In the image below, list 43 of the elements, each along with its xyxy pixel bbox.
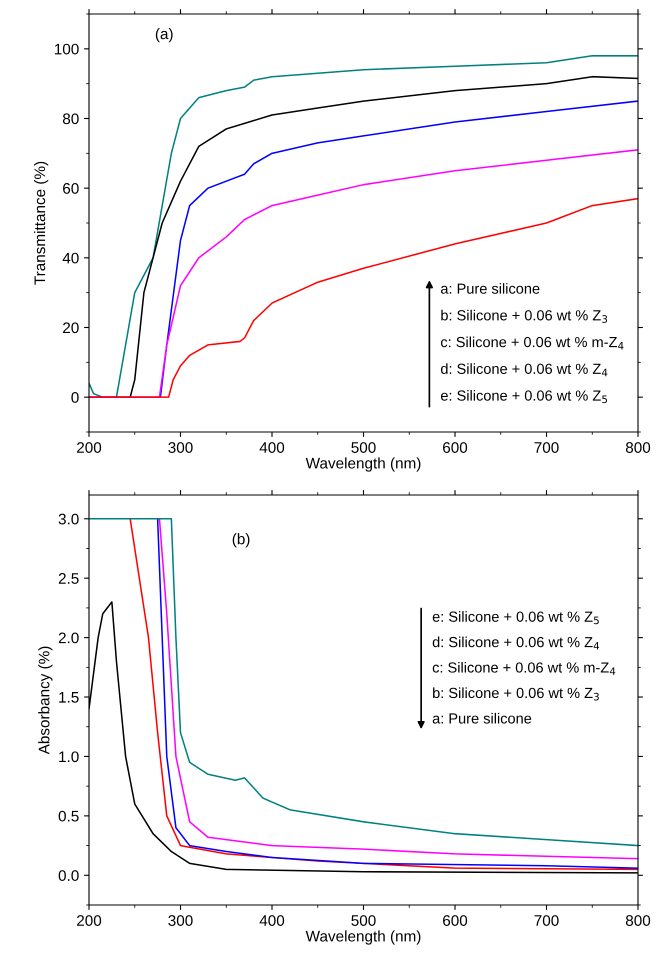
x-tick-label: 700	[534, 915, 559, 926]
x-axis-title: Wavelength (nm)	[306, 457, 420, 472]
x-tick-label: 300	[168, 442, 193, 453]
x-tick-label: 200	[77, 442, 102, 453]
annotation: d: Silicone + 0.06 wt % Z$_{4}$	[440, 363, 608, 376]
annotation: d: Silicone + 0.06 wt % Z$_{4}$	[432, 636, 600, 650]
y-tick-label: 0.0	[58, 870, 79, 881]
annotation: e: Silicone + 0.06 wt % Z$_{5}$	[440, 390, 608, 404]
annotation: (a)	[156, 28, 173, 42]
y-tick-label: 3.0	[58, 514, 79, 524]
x-tick-label: 500	[351, 915, 376, 926]
x-axis-title: Wavelength (nm)	[306, 930, 420, 945]
annotation: a: Pure silicone	[440, 283, 540, 294]
annotation: c: Silicone + 0.06 wt % m-Z$_{4}$	[440, 336, 624, 350]
annotation: b: Silicone + 0.06 wt % Z$_{3}$	[433, 687, 599, 700]
y-tick-label: 60	[63, 183, 79, 194]
y-tick-label: 0.5	[58, 810, 79, 822]
x-tick-label: 400	[260, 442, 284, 453]
y-tick-label: 2.0	[58, 632, 79, 644]
annotation: a: Pure silicone	[432, 712, 532, 724]
x-tick-label: 600	[443, 442, 468, 453]
y-tick-label: 100	[54, 44, 79, 55]
y-axis-title: Absorbancy (%)	[38, 646, 52, 754]
x-tick-label: 800	[626, 442, 650, 453]
x-tick-label: 500	[351, 442, 376, 453]
annotation: b: Silicone + 0.06 wt % Z$_{3}$	[441, 310, 608, 323]
x-tick-label: 700	[534, 442, 559, 453]
x-tick-label: 600	[443, 915, 468, 926]
annotation: (b)	[232, 533, 250, 548]
y-tick-label: 20	[63, 322, 79, 334]
x-tick-label: 200	[77, 915, 102, 926]
x-tick-label: 400	[260, 915, 284, 926]
y-tick-label: 0	[71, 392, 79, 403]
annotation: e: Silicone + 0.06 wt % Z$_{5}$	[432, 611, 599, 624]
y-tick-label: 40	[62, 252, 79, 264]
x-tick-label: 800	[626, 915, 650, 926]
y-tick-label: 2.5	[58, 573, 79, 584]
y-axis-title: Transmittance (%)	[34, 162, 48, 285]
y-tick-label: 1.0	[59, 751, 79, 762]
x-tick-label: 300	[168, 915, 193, 926]
annotation: c: Silicone + 0.06 wt % m-Z$_{4}$	[432, 662, 616, 675]
y-tick-label: 1.5	[59, 692, 79, 703]
y-tick-label: 80	[62, 113, 79, 124]
